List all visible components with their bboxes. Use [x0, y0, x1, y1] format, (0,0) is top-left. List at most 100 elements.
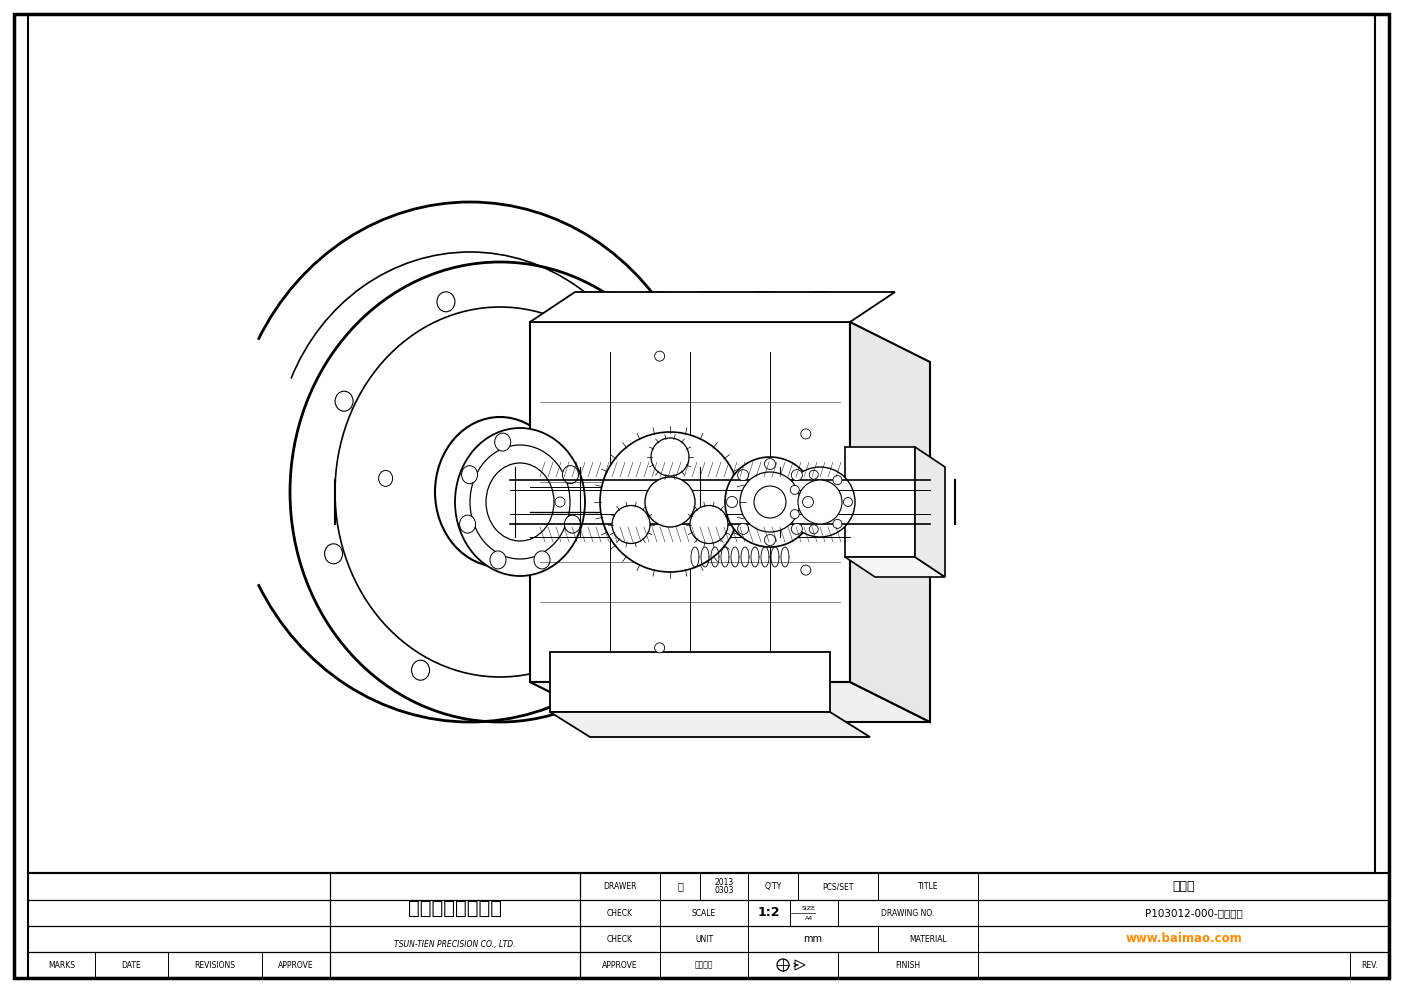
- Text: SIZE: SIZE: [803, 906, 817, 911]
- Text: MARKS: MARKS: [48, 960, 74, 969]
- Ellipse shape: [467, 454, 533, 530]
- Text: 林: 林: [678, 882, 683, 892]
- Polygon shape: [845, 557, 946, 577]
- Text: SCALE: SCALE: [692, 909, 716, 918]
- Text: 1:2: 1:2: [758, 907, 780, 920]
- Polygon shape: [530, 292, 895, 322]
- Ellipse shape: [436, 292, 455, 311]
- Ellipse shape: [435, 417, 565, 567]
- Circle shape: [655, 351, 665, 361]
- Bar: [550, 652, 831, 712]
- Ellipse shape: [411, 661, 429, 681]
- Ellipse shape: [791, 524, 803, 535]
- Ellipse shape: [645, 477, 694, 527]
- Text: PCS/SET: PCS/SET: [822, 882, 853, 891]
- Text: www.baimao.com: www.baimao.com: [1125, 932, 1242, 945]
- Ellipse shape: [647, 572, 665, 593]
- Ellipse shape: [790, 485, 800, 494]
- Text: DATE: DATE: [122, 960, 142, 969]
- Text: REV.: REV.: [1361, 960, 1378, 969]
- Polygon shape: [560, 292, 610, 317]
- Ellipse shape: [495, 434, 511, 451]
- Polygon shape: [530, 682, 930, 722]
- Ellipse shape: [546, 673, 563, 692]
- Ellipse shape: [753, 486, 786, 518]
- Ellipse shape: [658, 421, 675, 440]
- Ellipse shape: [485, 463, 554, 541]
- Ellipse shape: [810, 525, 818, 534]
- Text: REVISIONS: REVISIONS: [195, 960, 236, 969]
- Ellipse shape: [324, 544, 342, 563]
- Ellipse shape: [335, 307, 665, 677]
- Polygon shape: [671, 292, 720, 317]
- Text: A4: A4: [805, 916, 814, 921]
- Ellipse shape: [690, 506, 728, 544]
- Text: 村田精密有限公司: 村田精密有限公司: [408, 899, 502, 918]
- Circle shape: [801, 565, 811, 575]
- Polygon shape: [915, 447, 946, 577]
- Text: DRAWER: DRAWER: [603, 882, 637, 891]
- Ellipse shape: [490, 551, 506, 569]
- Ellipse shape: [455, 428, 585, 576]
- Ellipse shape: [460, 515, 476, 533]
- Ellipse shape: [786, 467, 854, 537]
- Ellipse shape: [563, 465, 578, 484]
- Polygon shape: [725, 292, 774, 317]
- Text: MATERIAL: MATERIAL: [909, 934, 947, 943]
- Text: P103012-000-立體剖視: P103012-000-立體剖視: [1145, 908, 1243, 918]
- Text: CHECK: CHECK: [607, 934, 633, 943]
- Ellipse shape: [561, 379, 575, 395]
- Ellipse shape: [462, 465, 477, 484]
- Polygon shape: [530, 322, 850, 682]
- Polygon shape: [615, 292, 665, 317]
- Ellipse shape: [765, 458, 776, 469]
- Polygon shape: [780, 292, 831, 317]
- Ellipse shape: [540, 603, 554, 619]
- Polygon shape: [550, 712, 870, 737]
- Text: TSUN-TIEN PRECISION CO., LTD.: TSUN-TIEN PRECISION CO., LTD.: [394, 940, 516, 949]
- Text: APPROVE: APPROVE: [602, 960, 638, 969]
- Circle shape: [801, 429, 811, 438]
- Circle shape: [655, 643, 665, 653]
- Ellipse shape: [738, 524, 749, 535]
- Ellipse shape: [651, 438, 689, 476]
- Ellipse shape: [470, 445, 570, 559]
- Text: TITLE: TITLE: [918, 882, 939, 891]
- Bar: [28, 14, 1375, 873]
- Ellipse shape: [379, 470, 393, 486]
- Ellipse shape: [612, 506, 650, 544]
- Ellipse shape: [600, 432, 739, 572]
- Ellipse shape: [564, 515, 581, 533]
- Ellipse shape: [810, 470, 818, 479]
- Text: 爆炸圖: 爆炸圖: [1173, 880, 1195, 893]
- Text: Q'TY: Q'TY: [765, 882, 781, 891]
- Ellipse shape: [833, 475, 842, 485]
- Ellipse shape: [738, 469, 749, 481]
- Ellipse shape: [739, 472, 800, 532]
- Ellipse shape: [791, 469, 803, 481]
- Text: 視圖角法: 視圖角法: [694, 960, 713, 969]
- Ellipse shape: [290, 262, 710, 722]
- Ellipse shape: [725, 457, 815, 547]
- Ellipse shape: [571, 304, 588, 323]
- Ellipse shape: [798, 480, 842, 524]
- Circle shape: [556, 497, 565, 507]
- Ellipse shape: [790, 510, 800, 519]
- Text: FINISH: FINISH: [895, 960, 920, 969]
- Text: DRAWING NO.: DRAWING NO.: [881, 909, 934, 918]
- Ellipse shape: [833, 520, 842, 529]
- Ellipse shape: [535, 551, 550, 569]
- Ellipse shape: [335, 391, 354, 412]
- Ellipse shape: [843, 498, 853, 507]
- Text: APPROVE: APPROVE: [278, 960, 314, 969]
- Text: 2013: 2013: [714, 878, 734, 887]
- Ellipse shape: [727, 497, 738, 508]
- Ellipse shape: [765, 535, 776, 546]
- Text: UNIT: UNIT: [694, 934, 713, 943]
- Text: CHECK: CHECK: [607, 909, 633, 918]
- Text: 0303: 0303: [714, 886, 734, 895]
- Ellipse shape: [803, 497, 814, 508]
- Bar: [845, 447, 915, 557]
- Text: mm: mm: [804, 934, 822, 944]
- Polygon shape: [850, 322, 930, 722]
